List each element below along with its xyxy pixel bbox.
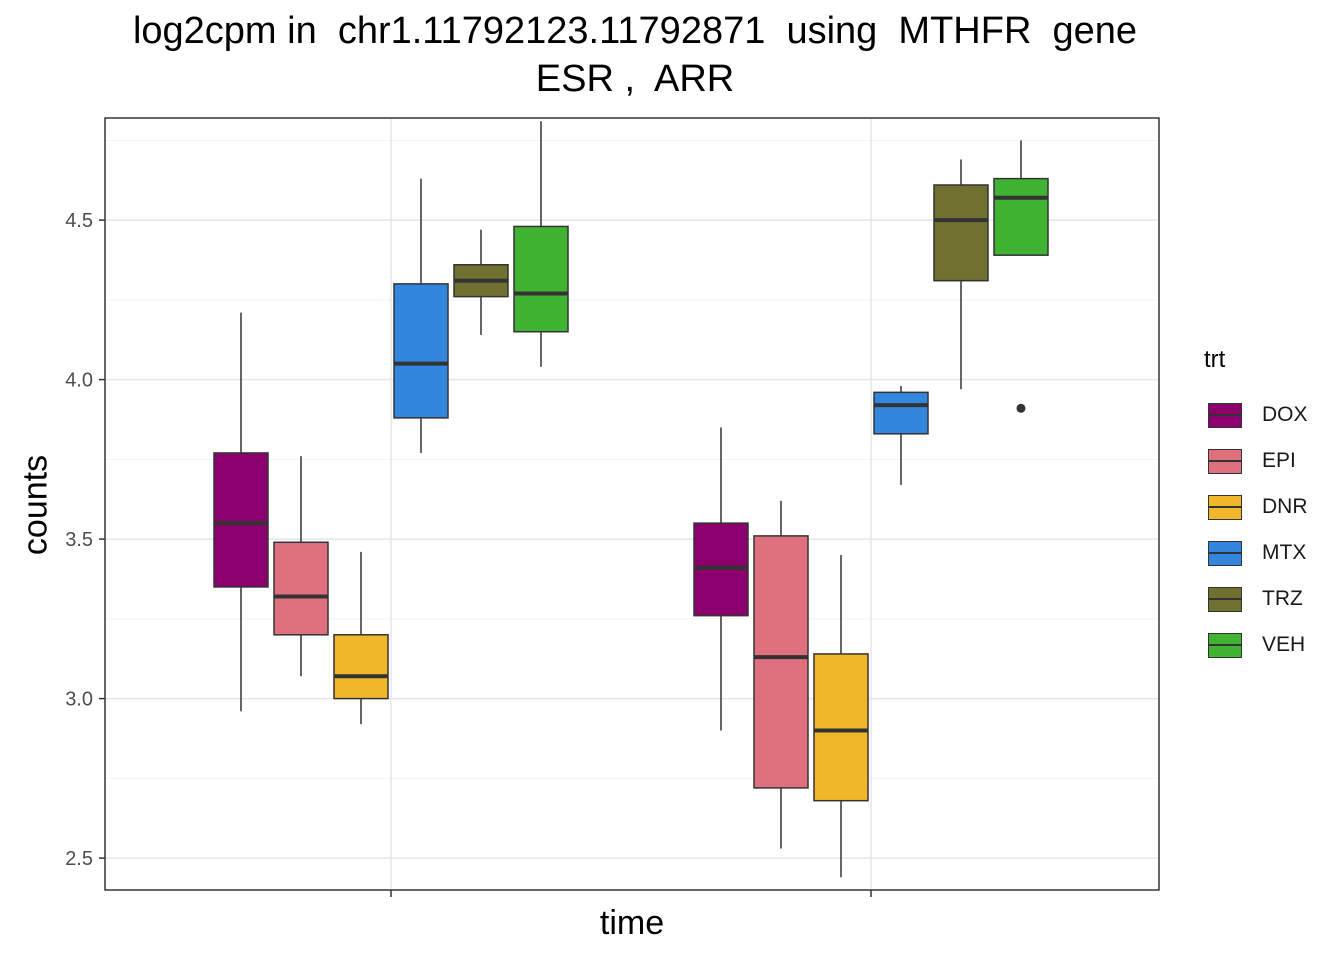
y-tick-label: 2.5 — [65, 848, 93, 870]
chart-subtitle: ESR , ARR — [535, 58, 735, 100]
legend-label: MTX — [1262, 541, 1307, 564]
legend-title: trt — [1204, 346, 1226, 373]
chart-title: log2cpm in chr1.11792123.11792871 using … — [132, 10, 1138, 52]
box-dox — [213, 452, 269, 588]
y-tick-label: 3.5 — [65, 529, 93, 551]
legend-key — [1208, 402, 1242, 428]
legend-key — [1208, 586, 1242, 612]
box-mtx — [393, 283, 449, 419]
box-epi — [753, 535, 809, 789]
legend: trt DOX EPI DNR MTX TRZ VEH — [1202, 346, 1308, 668]
box-dnr — [813, 653, 869, 802]
y-axis-label-wrap: counts — [14, 455, 58, 555]
legend-label: TRZ — [1262, 587, 1303, 610]
legend-key — [1208, 494, 1242, 520]
legend-item: TRZ — [1202, 576, 1308, 622]
legend-item: DOX — [1202, 392, 1308, 438]
legend-label: DOX — [1262, 403, 1308, 426]
legend-key — [1208, 540, 1242, 566]
legend-key — [1208, 448, 1242, 474]
y-axis-label: counts — [16, 454, 55, 556]
box-veh — [993, 177, 1049, 256]
legend-item: MTX — [1202, 530, 1308, 576]
legend-items: DOX EPI DNR MTX TRZ VEH — [1202, 392, 1308, 668]
box-epi — [273, 541, 329, 636]
legend-key — [1208, 632, 1242, 658]
box-dnr — [333, 634, 389, 700]
legend-label: VEH — [1262, 633, 1306, 656]
box-veh — [513, 225, 569, 333]
box-trz — [933, 184, 989, 282]
legend-item: VEH — [1202, 622, 1308, 668]
box-mtx — [873, 391, 929, 435]
legend-label: EPI — [1262, 449, 1296, 472]
y-tick-label: 4.5 — [65, 210, 93, 232]
panel-border — [104, 117, 1160, 891]
outlier-point — [1016, 403, 1026, 413]
legend-item: DNR — [1202, 484, 1308, 530]
y-tick-label: 3.0 — [65, 689, 93, 711]
legend-item: EPI — [1202, 438, 1308, 484]
x-axis-label: time — [599, 904, 665, 942]
legend-label: DNR — [1262, 495, 1308, 518]
y-tick-label: 4.0 — [65, 370, 93, 392]
